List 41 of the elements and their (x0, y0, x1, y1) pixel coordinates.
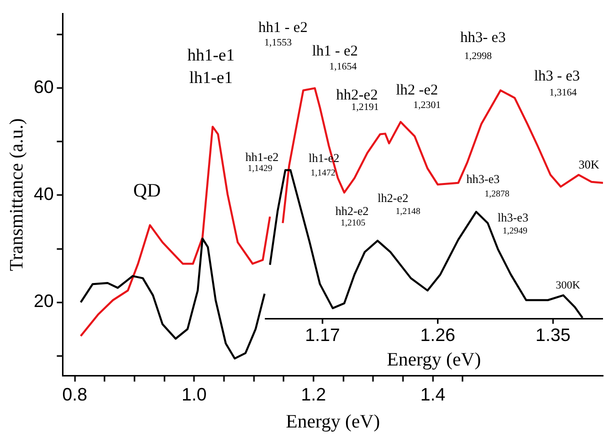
annotation: lh2-e2 (378, 191, 408, 206)
annotation: 1,1553 (264, 37, 292, 48)
annotation: 1,3164 (549, 88, 577, 99)
x2-axis-title: Energy (eV) (386, 349, 481, 370)
annotation: lh3 - e3 (534, 68, 580, 84)
annotation: 1,2301 (413, 100, 441, 111)
x2-tick-label: 1.17 (304, 324, 340, 345)
annotation: 1,2105 (340, 217, 366, 228)
x2-tick-label: 1.35 (536, 324, 571, 345)
y-tick-label: 20 (34, 291, 54, 312)
x-axis-title: Energy (eV) (286, 412, 380, 433)
x2-tick-label: 1.26 (420, 324, 456, 345)
x-tick-label: 0.8 (62, 384, 88, 404)
annotation: lh1-e1 (189, 68, 233, 88)
annotation: hh3- e3 (460, 30, 506, 46)
annotation: lh2 -e2 (396, 82, 438, 98)
annotation: 300K (556, 280, 580, 292)
annotation: 1,1429 (248, 162, 273, 173)
annotation: hh3-e3 (466, 172, 500, 186)
x-tick-label: 1.0 (182, 384, 207, 404)
annotation: hh1-e2 (245, 150, 279, 164)
annotation: 1,2949 (502, 225, 528, 236)
y-tick-label: 40 (34, 184, 54, 204)
annotation: 30K (578, 157, 600, 172)
annotation: hh2-e2 (335, 204, 369, 218)
y-axis-title: Transmittance (a.u.) (6, 118, 28, 272)
annotation: lh3-e3 (498, 210, 528, 224)
annotation: hh2-e2 (336, 88, 378, 104)
annotation: hh1-e1 (187, 46, 235, 65)
x-tick-label: 1.2 (300, 384, 326, 404)
x-tick-label: 1.4 (420, 384, 446, 404)
annotation: 1,2148 (396, 206, 421, 216)
annotation: 1,2878 (484, 188, 510, 199)
annotation: 1,1472 (310, 168, 336, 178)
annotation: QD (133, 180, 161, 202)
annotation: 1,2998 (464, 51, 492, 62)
annotation: hh1 - e2 (258, 20, 308, 36)
annotation: 1,1654 (329, 61, 357, 72)
annotation: 1,2191 (351, 102, 379, 114)
annotation: lh1 - e2 (312, 44, 358, 60)
y-tick-label: 60 (34, 77, 54, 98)
